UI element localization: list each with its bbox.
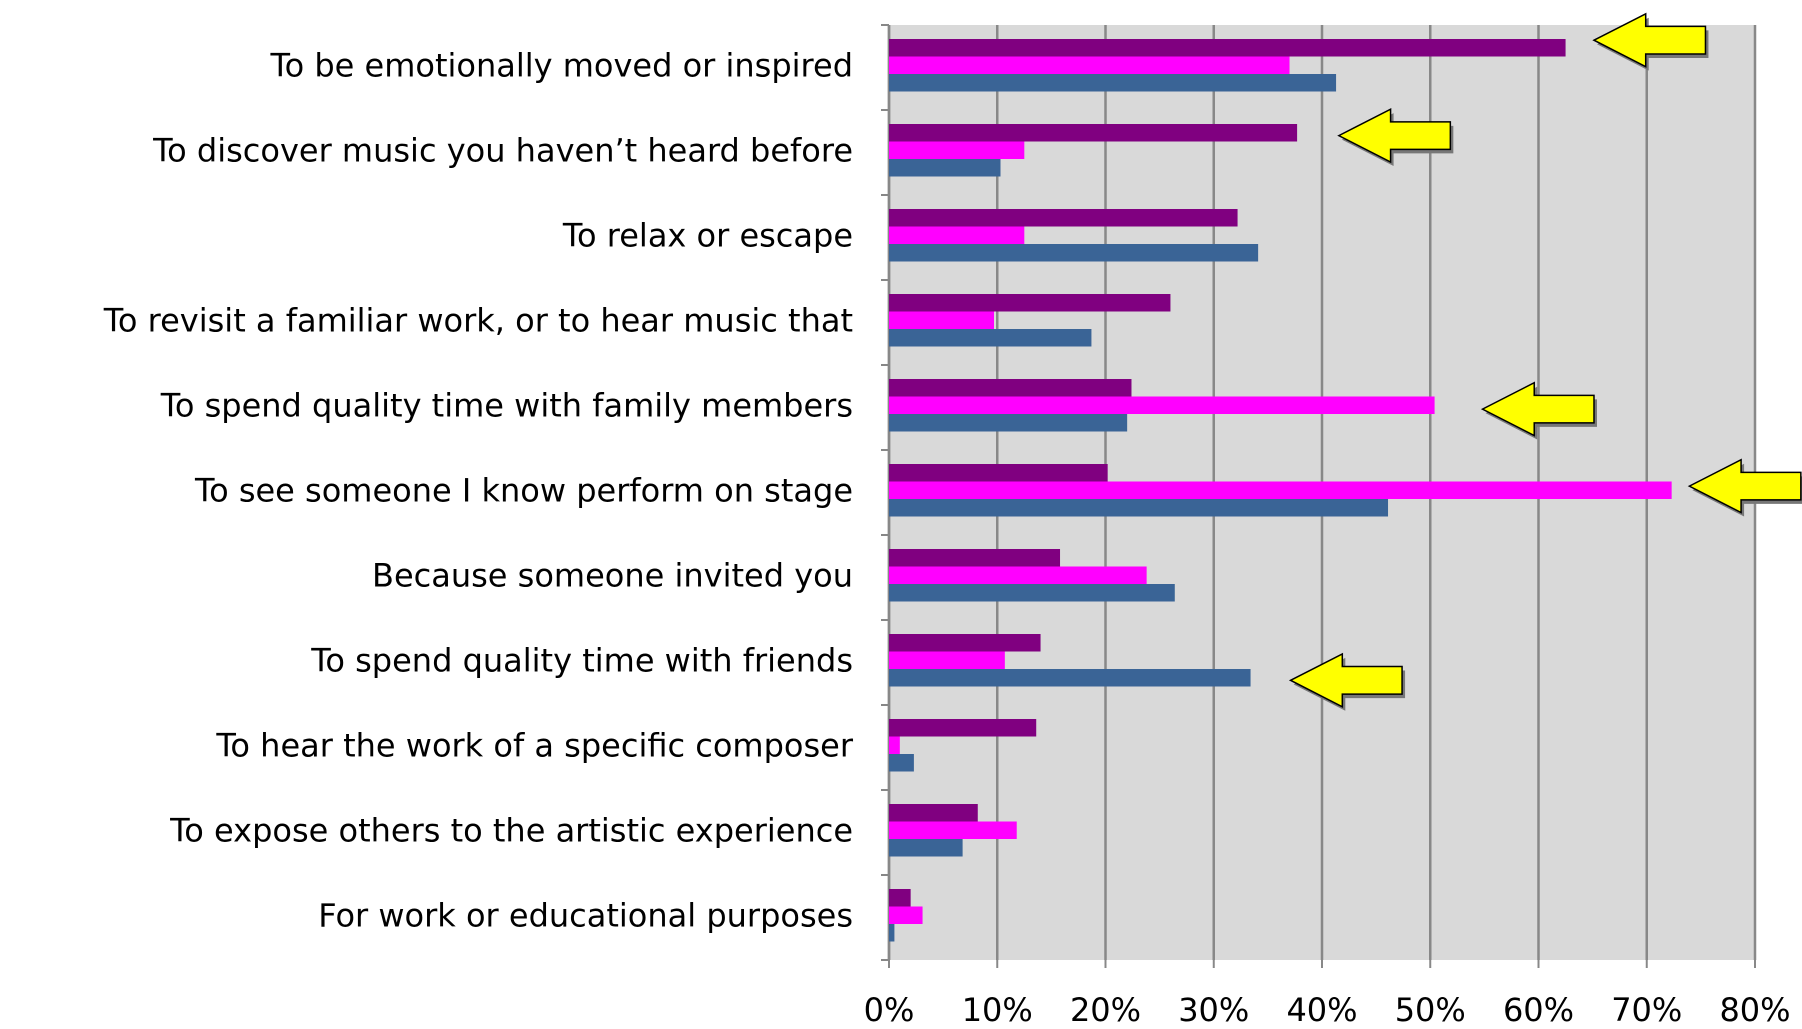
x-tick-label: 30% bbox=[1178, 991, 1249, 1029]
bar bbox=[889, 39, 1566, 57]
arrow bbox=[1337, 107, 1452, 164]
bar bbox=[889, 481, 1672, 499]
x-tick-label: 50% bbox=[1395, 991, 1466, 1029]
bar bbox=[889, 754, 914, 772]
bar bbox=[889, 209, 1238, 227]
bar bbox=[889, 294, 1171, 312]
y-tick-label: To be emotionally moved or inspired bbox=[269, 47, 853, 85]
bar bbox=[889, 924, 895, 942]
y-tick-label: To revisit a familiar work, or to hear m… bbox=[103, 302, 853, 340]
bar bbox=[889, 396, 1435, 414]
arrow bbox=[1592, 12, 1707, 68]
y-tick-label: To discover music you haven’t heard befo… bbox=[152, 132, 853, 170]
y-tick-label: Because someone invited you bbox=[372, 557, 853, 595]
x-tick-label: 70% bbox=[1611, 991, 1682, 1029]
x-tick-label: 10% bbox=[962, 991, 1033, 1029]
y-tick-label: To spend quality time with family member… bbox=[160, 387, 853, 425]
bar bbox=[889, 566, 1147, 584]
bar bbox=[889, 804, 978, 822]
bar bbox=[889, 821, 1017, 839]
y-tick-label: To see someone I know perform on stage bbox=[194, 472, 853, 510]
bar bbox=[889, 549, 1061, 567]
bar bbox=[889, 56, 1290, 74]
y-tick-label: To expose others to the artistic experie… bbox=[169, 812, 853, 850]
bar bbox=[889, 141, 1025, 159]
bar bbox=[889, 159, 1001, 177]
bar bbox=[889, 889, 911, 907]
x-tick-label: 0% bbox=[864, 991, 915, 1029]
bar bbox=[889, 584, 1175, 602]
y-tick-label: To spend quality time with friends bbox=[310, 642, 853, 680]
y-tick-label: To relax or escape bbox=[562, 217, 853, 255]
y-tick-label: To hear the work of a specific composer bbox=[215, 727, 854, 765]
x-tick-label: 40% bbox=[1286, 991, 1357, 1029]
bar bbox=[889, 226, 1025, 244]
arrow bbox=[1687, 458, 1802, 514]
bar bbox=[889, 651, 1005, 669]
bar bbox=[889, 906, 923, 924]
bar bbox=[889, 736, 900, 754]
bar bbox=[889, 719, 1037, 737]
bar bbox=[889, 329, 1092, 347]
bar bbox=[889, 669, 1251, 687]
bar bbox=[889, 124, 1298, 142]
bar bbox=[889, 74, 1337, 92]
x-tick-label: 80% bbox=[1719, 991, 1790, 1029]
bar bbox=[889, 414, 1128, 432]
arrow bbox=[1288, 652, 1403, 709]
bar bbox=[889, 311, 995, 329]
y-tick-label: For work or educational purposes bbox=[318, 897, 853, 935]
bar bbox=[889, 464, 1108, 482]
x-tick-label: 60% bbox=[1503, 991, 1574, 1029]
bar bbox=[889, 244, 1259, 262]
bar bbox=[889, 499, 1389, 517]
bar bbox=[889, 379, 1132, 397]
arrow bbox=[1480, 381, 1595, 437]
bar bbox=[889, 634, 1041, 652]
x-tick-label: 20% bbox=[1070, 991, 1141, 1029]
bar bbox=[889, 839, 963, 857]
